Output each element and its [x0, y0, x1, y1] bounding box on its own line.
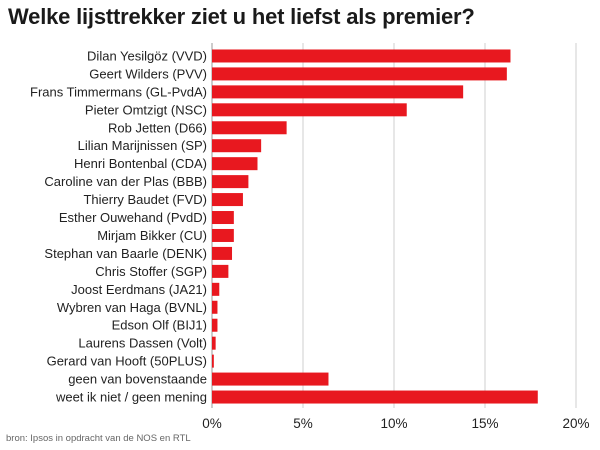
bar	[212, 390, 538, 404]
x-tick-label: 5%	[293, 416, 313, 431]
bar	[212, 175, 249, 189]
chart-title: Welke lijsttrekker ziet u het liefst als…	[8, 4, 475, 29]
bars	[212, 49, 538, 404]
bar	[212, 228, 234, 242]
bar	[212, 67, 507, 81]
bar	[212, 49, 511, 63]
category-label: Pieter Omtzigt (NSC)	[85, 102, 207, 117]
bar	[212, 372, 329, 386]
category-label: Dilan Yesilgöz (VVD)	[87, 48, 207, 63]
bar	[212, 211, 234, 225]
x-axis-ticks: 0% 5% 10% 15% 20%	[202, 416, 589, 431]
bar	[212, 318, 218, 332]
category-label: Stephan van Baarle (DENK)	[44, 246, 207, 261]
category-label: Frans Timmermans (GL-PvdA)	[30, 84, 207, 99]
x-tick-label: 0%	[202, 416, 222, 431]
category-label: Chris Stoffer (SGP)	[95, 264, 207, 279]
bar	[212, 121, 287, 135]
bar	[212, 282, 220, 296]
x-tick-label: 15%	[471, 416, 498, 431]
bar	[212, 85, 464, 99]
category-label: Edson Olf (BIJ1)	[112, 318, 207, 333]
category-label: Gerard van Hooft (50PLUS)	[47, 354, 207, 369]
category-label: Laurens Dassen (Volt)	[78, 336, 207, 351]
bar	[212, 103, 407, 117]
category-label: Wybren van Haga (BVNL)	[57, 300, 207, 315]
x-tick-label: 10%	[380, 416, 407, 431]
bar	[212, 354, 214, 368]
x-tick-label: 20%	[562, 416, 589, 431]
category-label: geen van bovenstaande	[68, 372, 207, 387]
category-label: Lilian Marijnissen (SP)	[78, 138, 207, 153]
category-label: Esther Ouwehand (PvdD)	[59, 210, 207, 225]
bar	[212, 157, 258, 171]
category-label: Rob Jetten (D66)	[108, 120, 207, 135]
bar	[212, 139, 262, 153]
category-label: Geert Wilders (PVV)	[89, 66, 207, 81]
category-label: Henri Bontenbal (CDA)	[74, 156, 207, 171]
category-label: Mirjam Bikker (CU)	[97, 228, 207, 243]
bar	[212, 264, 229, 278]
category-label: Thierry Baudet (FVD)	[83, 192, 207, 207]
bar	[212, 300, 218, 314]
category-label: Caroline van der Plas (BBB)	[44, 174, 207, 189]
category-labels: Dilan Yesilgöz (VVD) Geert Wilders (PVV) F…	[30, 48, 207, 404]
bar	[212, 336, 216, 350]
category-label: Joost Eerdmans (JA21)	[71, 282, 207, 297]
category-label: weet ik niet / geen mening	[55, 390, 207, 405]
bar	[212, 246, 233, 260]
source-note: bron: Ipsos in opdracht van de NOS en RT…	[6, 433, 191, 444]
bar	[212, 193, 243, 207]
